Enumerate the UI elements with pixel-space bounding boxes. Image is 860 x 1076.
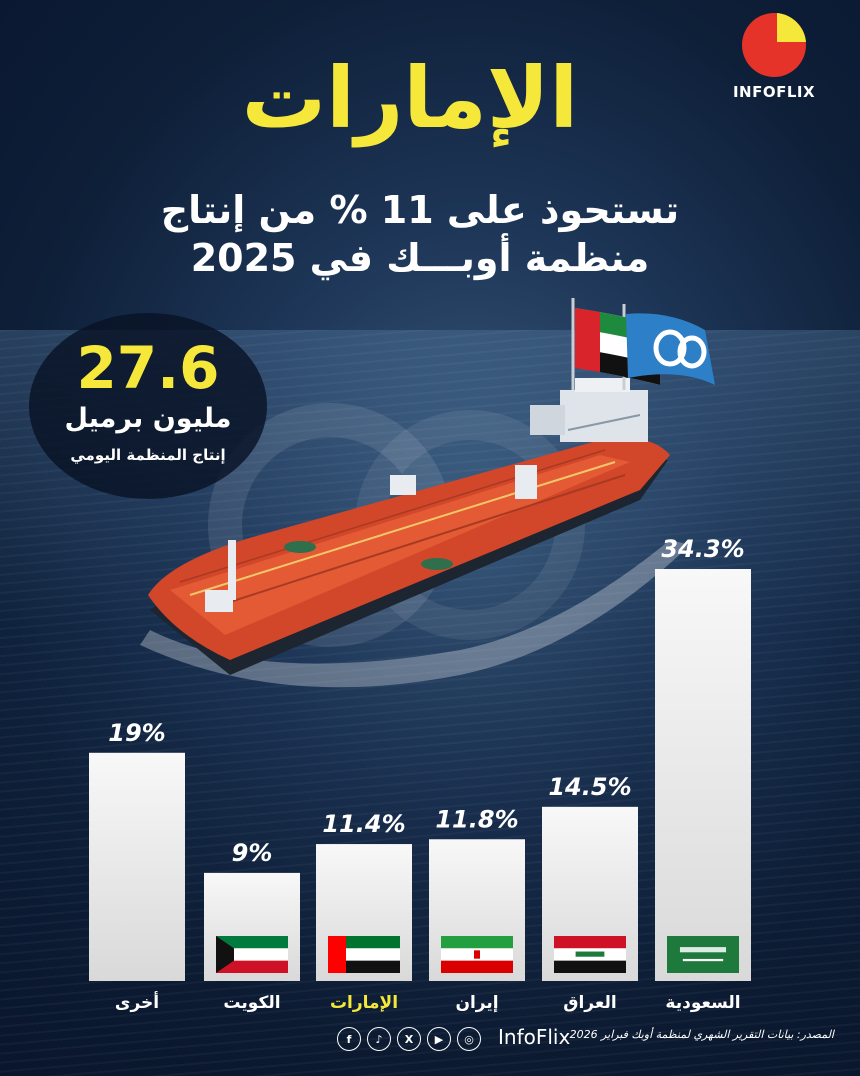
infoflix-logo-icon [742, 13, 806, 77]
youtube-icon[interactable]: ▶ [427, 1027, 451, 1051]
bar-saudi [655, 569, 751, 981]
stat-unit: مليون برميل [64, 403, 232, 434]
instagram-icon[interactable]: ◎ [457, 1027, 481, 1051]
bar-other [89, 752, 185, 981]
iran-flag-icon [441, 936, 513, 973]
category-label-iraq: العراق [563, 993, 616, 1013]
stat-caption: إنتاج المنظمة اليومي [70, 446, 226, 464]
subheadline: تستحوذ على 11 % من إنتاج منظمة أوبـــك ف… [140, 186, 700, 282]
value-label-iran: 11.8% [435, 805, 518, 833]
saudi-flag-icon [667, 936, 739, 973]
category-label-uae: الإمارات [330, 993, 398, 1013]
logo-text-flix: FLIX [776, 83, 816, 101]
value-label-iraq: 14.5% [548, 773, 631, 801]
logo-wordmark: INFOFLIX [718, 83, 830, 101]
iraq-flag-icon [554, 936, 626, 973]
footer-brand: InfoFlix [498, 1025, 571, 1049]
subheadline-line-1: تستحوذ على 11 % من إنتاج [160, 188, 680, 232]
logo-text-info: INFO [732, 83, 777, 101]
category-label-other: أخرى [115, 991, 159, 1013]
x-icon[interactable]: X [397, 1027, 421, 1051]
uae-flag-icon [328, 936, 400, 973]
opec-flag-icon [626, 313, 715, 385]
stat-circle [29, 313, 267, 499]
subheadline-line-2: منظمة أوبـــك في 2025 [190, 236, 650, 280]
source-note: المصدر: بيانات التقرير الشهري لمنظمة أوب… [569, 1028, 834, 1041]
value-label-saudi: 34.3% [661, 535, 744, 563]
facebook-icon[interactable]: f [337, 1027, 361, 1051]
kuwait-flag-icon [216, 936, 288, 973]
value-label-other: 19% [108, 719, 165, 747]
social-icons: f ♪ X ▶ ◎ [337, 1027, 481, 1053]
tiktok-icon[interactable]: ♪ [367, 1027, 391, 1051]
category-label-saudi: السعودية [665, 993, 740, 1013]
category-label-kuwait: الكويت [223, 993, 280, 1013]
headline: الإمارات [241, 49, 579, 147]
oil-tanker-illustration [140, 298, 715, 688]
value-label-kuwait: 9% [232, 839, 273, 867]
value-label-uae: 11.4% [322, 810, 405, 838]
stat-value: 27.6 [76, 334, 220, 402]
category-label-iran: إيران [455, 993, 498, 1013]
